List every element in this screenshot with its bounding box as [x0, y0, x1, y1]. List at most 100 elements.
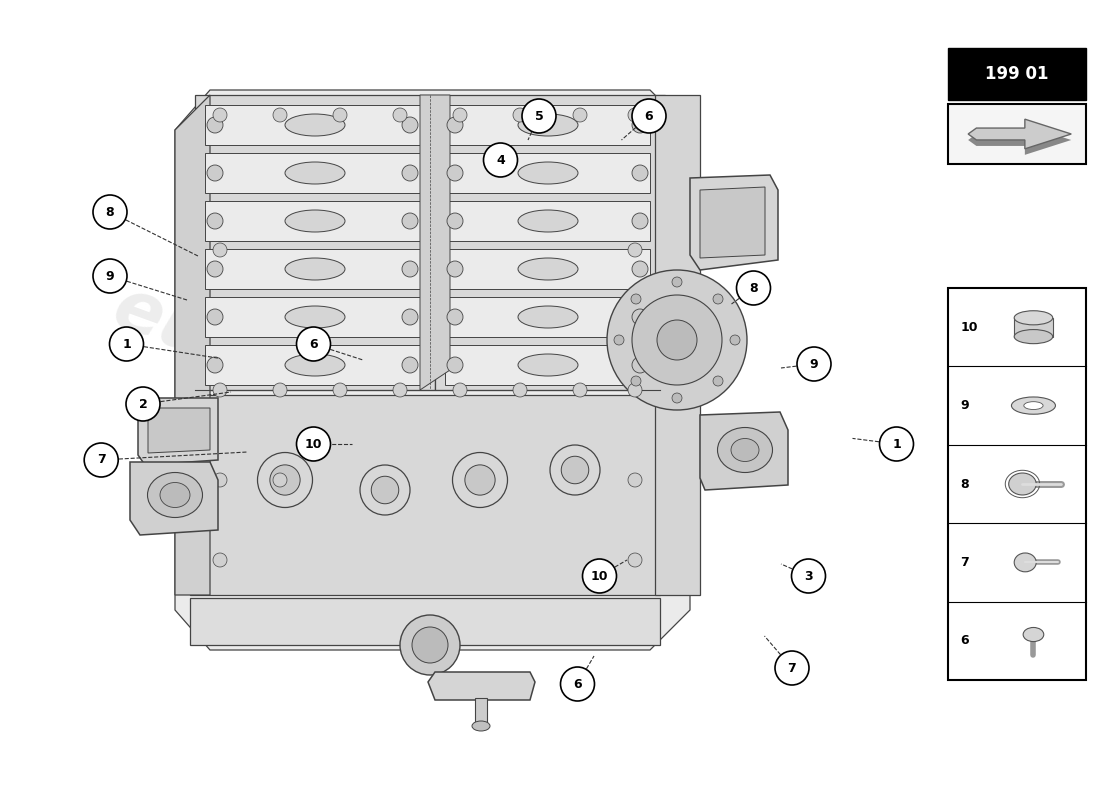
Text: 8: 8 — [106, 206, 114, 218]
Polygon shape — [205, 249, 420, 289]
Circle shape — [94, 259, 126, 293]
Circle shape — [213, 108, 227, 122]
Circle shape — [628, 473, 642, 487]
Circle shape — [632, 117, 648, 133]
Polygon shape — [700, 187, 764, 258]
Circle shape — [213, 243, 227, 257]
Ellipse shape — [285, 354, 345, 376]
Bar — [948, 288, 1086, 680]
Text: 10: 10 — [305, 438, 322, 450]
Ellipse shape — [452, 453, 507, 507]
Circle shape — [880, 427, 913, 461]
Polygon shape — [175, 95, 210, 595]
Ellipse shape — [257, 453, 312, 507]
Polygon shape — [195, 95, 434, 390]
Circle shape — [632, 261, 648, 277]
Ellipse shape — [465, 465, 495, 495]
Bar — [1014, 318, 1053, 337]
Circle shape — [776, 651, 808, 685]
Circle shape — [628, 108, 642, 122]
Ellipse shape — [372, 476, 398, 504]
Circle shape — [713, 294, 723, 304]
Ellipse shape — [285, 306, 345, 328]
Ellipse shape — [285, 210, 345, 232]
Ellipse shape — [1014, 330, 1053, 344]
Circle shape — [402, 309, 418, 325]
Circle shape — [672, 277, 682, 287]
Circle shape — [632, 213, 648, 229]
Text: 7: 7 — [788, 662, 796, 674]
Polygon shape — [205, 297, 420, 337]
Bar — [948, 48, 1086, 100]
Circle shape — [583, 559, 616, 593]
Text: 199 01: 199 01 — [986, 65, 1048, 83]
Polygon shape — [434, 95, 666, 390]
Circle shape — [94, 195, 126, 229]
Ellipse shape — [518, 258, 578, 280]
Text: 1: 1 — [122, 338, 131, 350]
Polygon shape — [205, 153, 420, 193]
Circle shape — [798, 347, 830, 381]
Polygon shape — [205, 105, 420, 145]
Ellipse shape — [270, 465, 300, 495]
Polygon shape — [446, 345, 650, 385]
Polygon shape — [190, 395, 660, 595]
Ellipse shape — [550, 445, 600, 495]
Text: 10: 10 — [591, 570, 608, 582]
Text: 1: 1 — [892, 438, 901, 450]
Circle shape — [333, 383, 346, 397]
Ellipse shape — [1024, 402, 1043, 410]
Ellipse shape — [518, 306, 578, 328]
Circle shape — [713, 376, 723, 386]
Circle shape — [207, 357, 223, 373]
Text: 7: 7 — [97, 454, 106, 466]
Circle shape — [447, 117, 463, 133]
Text: 7: 7 — [960, 556, 969, 569]
Text: 6: 6 — [309, 338, 318, 350]
Circle shape — [273, 473, 287, 487]
Polygon shape — [205, 345, 420, 385]
Text: 6: 6 — [645, 110, 653, 122]
Text: 9: 9 — [106, 270, 114, 282]
Bar — [475, 698, 487, 726]
Text: 10: 10 — [960, 321, 978, 334]
Polygon shape — [700, 412, 788, 490]
Ellipse shape — [518, 354, 578, 376]
Text: 8: 8 — [960, 478, 969, 490]
Polygon shape — [968, 125, 1071, 155]
Circle shape — [631, 376, 641, 386]
Circle shape — [402, 357, 418, 373]
Ellipse shape — [285, 258, 345, 280]
Circle shape — [628, 243, 642, 257]
Polygon shape — [446, 153, 650, 193]
Circle shape — [522, 99, 556, 133]
Circle shape — [737, 271, 770, 305]
Ellipse shape — [1014, 310, 1053, 325]
Circle shape — [213, 383, 227, 397]
Text: 8: 8 — [749, 282, 758, 294]
Polygon shape — [138, 398, 218, 465]
Circle shape — [207, 309, 223, 325]
Circle shape — [297, 327, 330, 361]
Ellipse shape — [147, 473, 202, 518]
Circle shape — [632, 165, 648, 181]
Text: eurospares: eurospares — [103, 274, 557, 494]
Circle shape — [207, 213, 223, 229]
Circle shape — [632, 295, 722, 385]
Text: 2: 2 — [139, 398, 147, 410]
Ellipse shape — [285, 114, 345, 136]
Polygon shape — [420, 95, 450, 390]
Circle shape — [513, 383, 527, 397]
Circle shape — [447, 357, 463, 373]
Polygon shape — [205, 201, 420, 241]
Circle shape — [333, 108, 346, 122]
Circle shape — [631, 294, 641, 304]
Polygon shape — [446, 105, 650, 145]
Circle shape — [730, 335, 740, 345]
Polygon shape — [190, 598, 660, 645]
Circle shape — [393, 383, 407, 397]
Circle shape — [792, 559, 825, 593]
Ellipse shape — [518, 114, 578, 136]
Circle shape — [412, 627, 448, 663]
Polygon shape — [148, 408, 210, 453]
